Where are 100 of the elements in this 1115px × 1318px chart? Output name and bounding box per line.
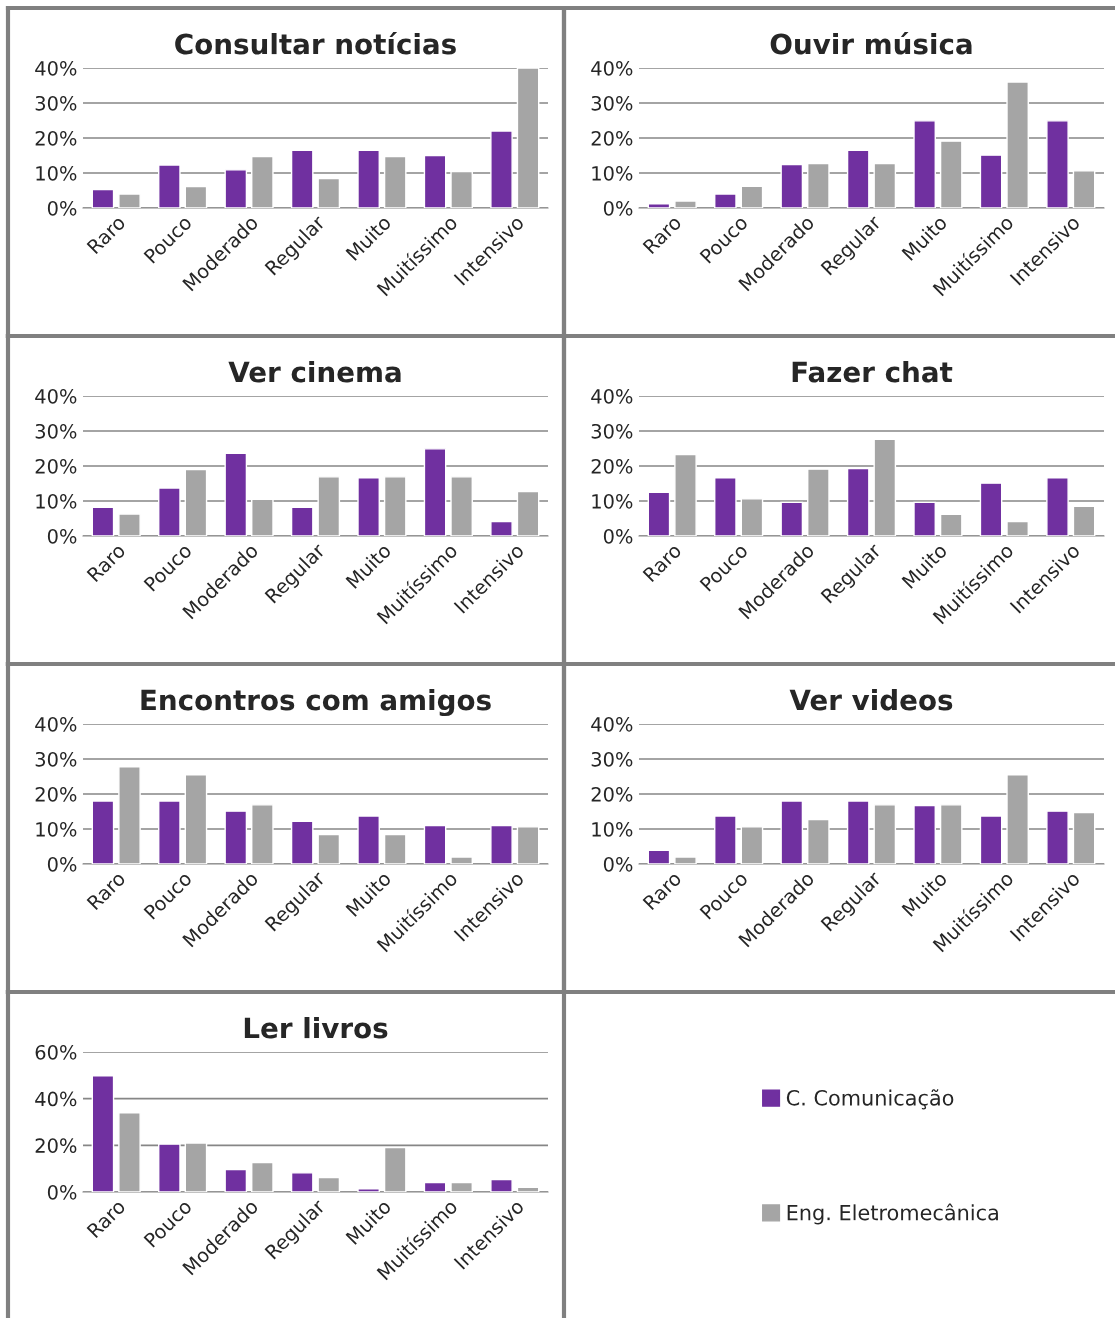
y-tick-label: 20% xyxy=(591,130,633,146)
bar xyxy=(251,804,274,864)
bar xyxy=(516,1186,540,1192)
y-tick-label: 10% xyxy=(592,821,633,837)
legend-label: Eng. Eletromecânica xyxy=(787,1203,998,1225)
y-tick-label: 30% xyxy=(35,95,77,111)
bar xyxy=(873,438,897,536)
bar xyxy=(450,1181,473,1192)
bar xyxy=(158,164,181,208)
bar xyxy=(251,155,274,208)
bar xyxy=(913,804,936,864)
y-tick-label: 0% xyxy=(47,528,77,544)
y-tick-label: 10% xyxy=(36,821,77,837)
y-tick-label: 20% xyxy=(591,458,633,474)
bar xyxy=(807,818,830,864)
bar xyxy=(490,824,513,864)
y-tick-label: 0% xyxy=(603,528,633,544)
bar xyxy=(674,200,697,208)
bar xyxy=(91,800,115,864)
y-tick-label: 0% xyxy=(603,856,633,872)
bar xyxy=(224,1168,248,1192)
bar xyxy=(1072,505,1096,536)
bar xyxy=(740,826,764,864)
legend-label: C. Comunicação xyxy=(786,1089,954,1110)
y-tick-label: 10% xyxy=(592,165,633,181)
bar xyxy=(450,856,473,864)
bar xyxy=(846,149,870,208)
bar xyxy=(490,1178,513,1192)
bar xyxy=(118,766,141,864)
bar xyxy=(383,1146,407,1192)
bar xyxy=(939,804,963,864)
bar xyxy=(740,498,764,536)
y-tick-label: 40% xyxy=(35,388,77,404)
bar xyxy=(490,520,513,536)
y-tick-label: 20% xyxy=(35,458,77,474)
bar xyxy=(807,162,830,208)
y-tick-label: 0% xyxy=(47,200,77,216)
y-tick-label: 40% xyxy=(591,60,633,76)
bar xyxy=(846,800,870,864)
bar xyxy=(780,501,804,536)
y-tick-label: 40% xyxy=(35,60,77,76)
bar xyxy=(1006,520,1029,536)
bar xyxy=(490,130,513,208)
bar xyxy=(1072,170,1096,208)
bar xyxy=(647,849,671,864)
chart-title: Ler livros xyxy=(244,1017,388,1039)
bar xyxy=(158,1143,181,1192)
bar xyxy=(357,815,380,864)
y-tick-label: 0% xyxy=(47,856,77,872)
chart-title: Consultar notícias xyxy=(175,31,456,55)
bar xyxy=(158,487,181,536)
bar xyxy=(714,477,737,536)
bar xyxy=(91,188,115,208)
bar xyxy=(846,467,870,536)
y-tick-label: 30% xyxy=(591,423,633,439)
bar xyxy=(224,169,248,208)
chart-title: Encontros com amigos xyxy=(141,689,491,717)
bar xyxy=(1072,811,1096,864)
bar xyxy=(118,513,141,536)
y-tick-label: 0% xyxy=(603,200,633,216)
bar xyxy=(383,155,407,208)
bar xyxy=(317,833,341,864)
bar xyxy=(357,477,380,536)
bar xyxy=(1046,120,1069,208)
y-tick-label: 20% xyxy=(35,786,77,802)
bar xyxy=(1046,810,1069,864)
bar xyxy=(979,815,1003,864)
bar xyxy=(714,193,737,208)
y-tick-label: 10% xyxy=(36,165,77,181)
bar xyxy=(516,826,540,864)
bar xyxy=(1046,477,1069,536)
bar xyxy=(674,856,697,864)
bar xyxy=(317,476,341,536)
y-tick-label: 20% xyxy=(35,130,77,146)
y-tick-label: 20% xyxy=(591,786,633,802)
bar xyxy=(873,804,897,864)
bar xyxy=(807,468,830,536)
y-tick-label: 10% xyxy=(36,493,77,509)
bar xyxy=(224,810,248,864)
bar xyxy=(357,149,380,208)
bar xyxy=(91,506,115,536)
chart-title: Ver videos xyxy=(789,689,953,711)
bar xyxy=(674,453,697,536)
bar xyxy=(780,800,804,864)
bar xyxy=(290,820,314,864)
bar xyxy=(184,774,208,864)
y-tick-label: 60% xyxy=(35,1044,77,1060)
bar xyxy=(251,498,274,536)
y-tick-label: 40% xyxy=(591,388,633,404)
y-tick-label: 30% xyxy=(591,751,633,767)
y-tick-label: 40% xyxy=(35,1091,77,1107)
bar xyxy=(118,193,141,208)
bar xyxy=(939,513,963,536)
y-tick-label: 40% xyxy=(35,716,77,732)
bar xyxy=(516,68,540,208)
y-tick-label: 30% xyxy=(591,95,633,111)
bar xyxy=(647,203,671,208)
bar xyxy=(979,154,1003,208)
y-tick-label: 20% xyxy=(35,1138,77,1153)
bar xyxy=(1006,81,1029,208)
